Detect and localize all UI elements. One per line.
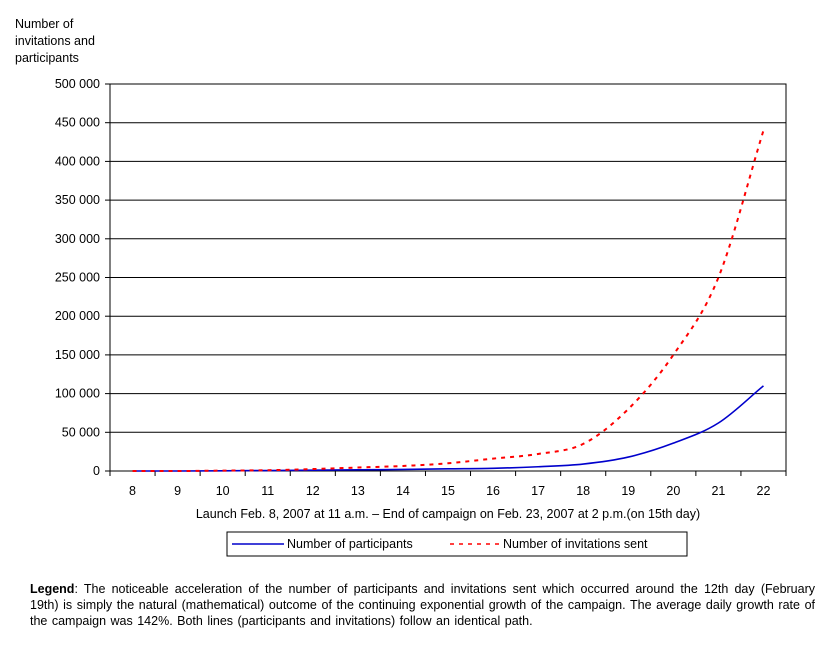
x-tick-label: 16 <box>486 484 500 498</box>
chart-svg: Number of invitations and participants 0 50… <box>15 17 787 557</box>
invitations-line <box>132 130 765 472</box>
y-tick-label: 200 000 <box>55 309 100 323</box>
y-tick-label: 0 <box>93 464 100 478</box>
legend-caption-label: Legend <box>30 582 75 596</box>
y-tick-label: 250 000 <box>55 271 100 285</box>
y-axis: 0 50 000 100 000 150 000 200 000 250 000 300 0… <box>55 77 110 478</box>
x-tick-label: 20 <box>666 484 680 498</box>
y-axis-title: Number of invitations and participants <box>15 17 95 65</box>
x-tick-label: 14 <box>396 484 410 498</box>
y-tick-label: 450 000 <box>55 116 100 130</box>
grid <box>110 83 786 472</box>
x-axis: 8 9 10 11 12 13 14 15 16 17 18 19 20 21 22 <box>109 471 787 498</box>
legend-caption: Legend: The noticeable acceleration of t… <box>30 581 815 629</box>
x-tick-label: 19 <box>621 484 635 498</box>
series <box>132 130 765 472</box>
legend-caption-text: : The noticeable acceleration of the num… <box>30 582 815 628</box>
x-tick-label: 22 <box>757 484 771 498</box>
y-tick-label: 50 000 <box>62 425 100 439</box>
chart: Number of invitations and participants 0 50… <box>15 17 787 557</box>
x-tick-label: 13 <box>351 484 365 498</box>
y-tick-label: 400 000 <box>55 154 100 168</box>
x-tick-label: 11 <box>261 484 274 498</box>
x-tick-label: 15 <box>441 484 455 498</box>
x-tick-label: 8 <box>129 484 136 498</box>
legend-frame <box>226 531 688 557</box>
x-tick-label: 18 <box>576 484 590 498</box>
y-tick-label: 100 000 <box>55 387 100 401</box>
y-tick-label: 350 000 <box>55 193 100 207</box>
y-tick-label: 500 000 <box>55 77 100 91</box>
x-tick-label: 10 <box>216 484 230 498</box>
legend-label-invitations: Number of invitations sent <box>503 537 648 551</box>
participants-line <box>132 385 764 472</box>
x-tick-label: 9 <box>174 484 181 498</box>
x-axis-title: Launch Feb. 8, 2007 at 11 a.m. – End of … <box>196 507 700 521</box>
legend-label-participants: Number of participants <box>287 537 413 551</box>
x-tick-label: 21 <box>711 484 725 498</box>
y-tick-label: 150 000 <box>55 348 100 362</box>
y-tick-label: 300 000 <box>55 232 100 246</box>
x-tick-label: 17 <box>531 484 545 498</box>
x-tick-label: 12 <box>306 484 320 498</box>
chart-legend: Number of participants Number of invitat… <box>226 531 688 557</box>
